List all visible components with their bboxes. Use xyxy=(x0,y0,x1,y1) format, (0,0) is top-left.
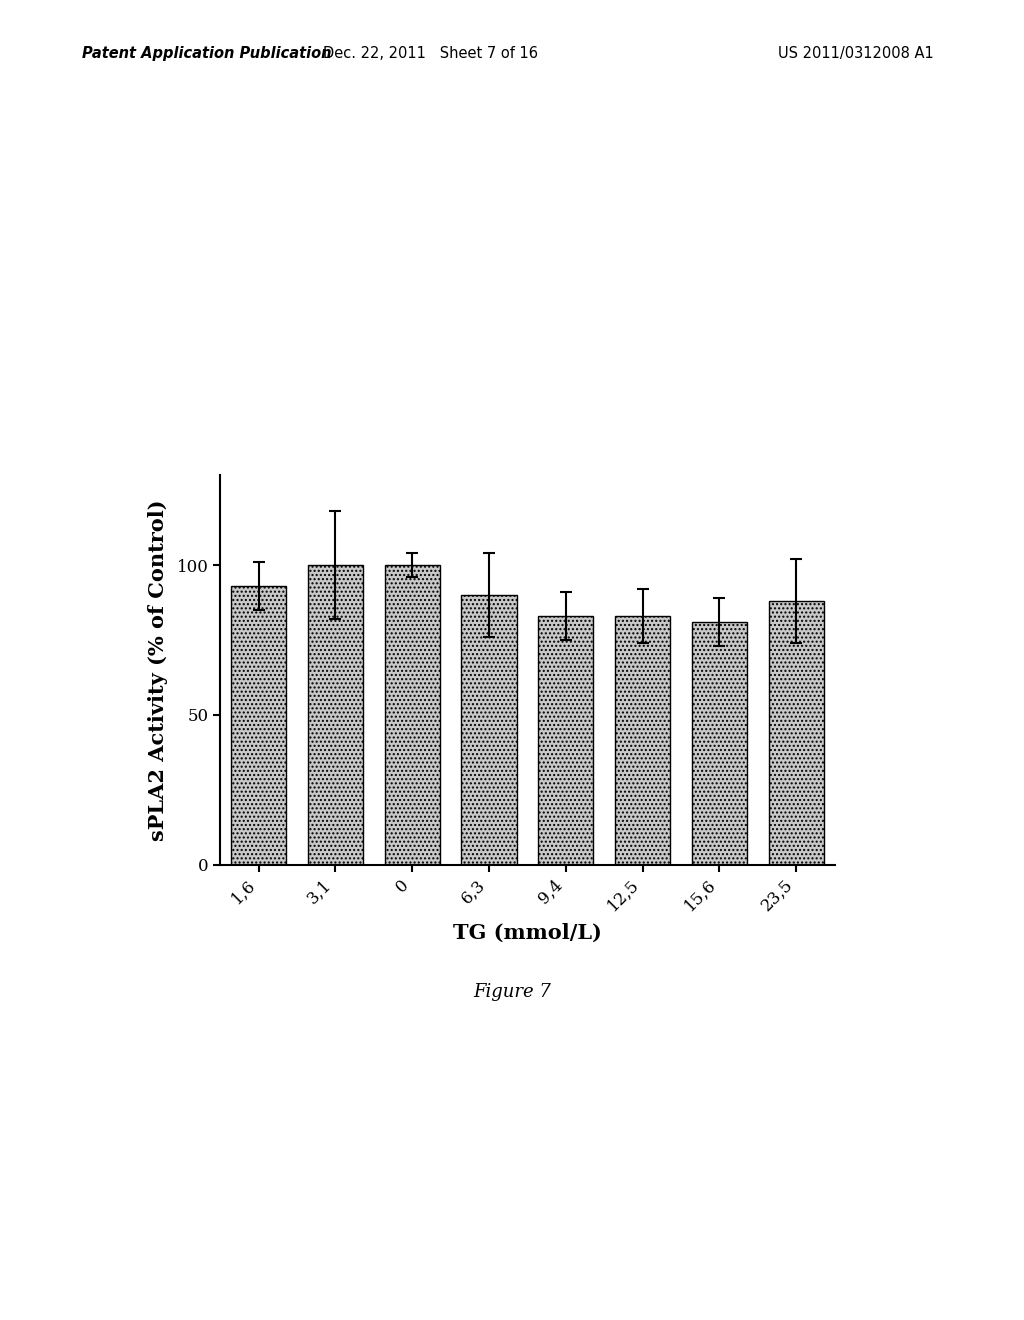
Bar xyxy=(385,565,440,865)
Bar xyxy=(692,622,746,865)
Bar xyxy=(539,616,594,865)
Text: US 2011/0312008 A1: US 2011/0312008 A1 xyxy=(778,46,934,61)
Text: Patent Application Publication: Patent Application Publication xyxy=(82,46,332,61)
X-axis label: TG (mmol/L): TG (mmol/L) xyxy=(453,923,602,942)
Bar xyxy=(231,586,287,865)
Bar xyxy=(461,595,517,865)
Bar xyxy=(768,601,823,865)
Text: Figure 7: Figure 7 xyxy=(473,983,551,1002)
Bar xyxy=(614,616,670,865)
Y-axis label: sPLA2 Activity (% of Control): sPLA2 Activity (% of Control) xyxy=(148,499,168,841)
Bar xyxy=(307,565,362,865)
Text: Dec. 22, 2011   Sheet 7 of 16: Dec. 22, 2011 Sheet 7 of 16 xyxy=(323,46,538,61)
